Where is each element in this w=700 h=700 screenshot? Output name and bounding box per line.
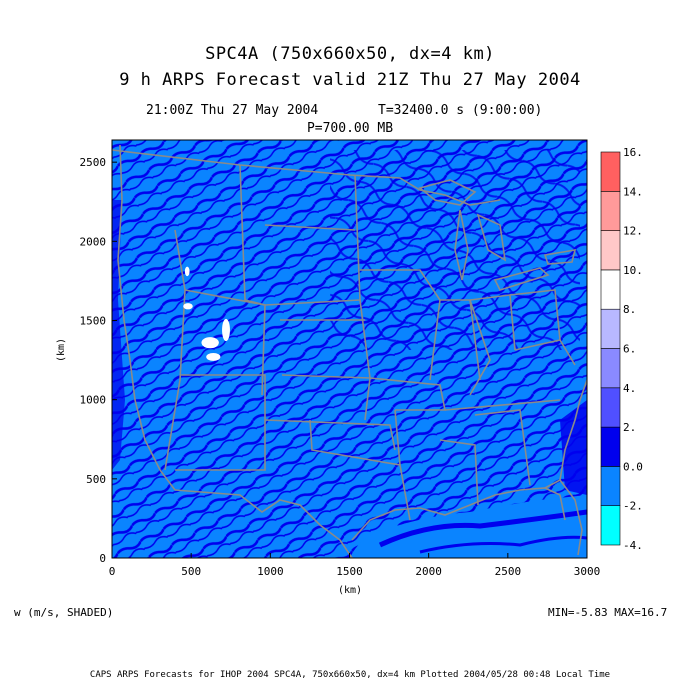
us-canada-border: [112, 149, 501, 206]
colorbar-tick-label: -2.: [623, 500, 643, 513]
pressure-level-label: P=700.00 MB: [306, 121, 394, 136]
map-field: [112, 140, 587, 558]
atlantic-region: [560, 400, 587, 495]
borders: [112, 144, 587, 558]
x-tick-label: 2000: [415, 565, 442, 578]
state-lines: [281, 374, 371, 379]
colorbar-tick-label: -4.: [623, 539, 643, 552]
state-lines: [164, 229, 186, 471]
lake-ontario: [543, 249, 577, 265]
colorbar-tick-label: 16.: [623, 146, 643, 159]
atlantic-coastline: [559, 379, 587, 481]
state-lines: [394, 409, 401, 466]
min-max-label: MIN=-5.83 MAX=16.7: [548, 606, 668, 619]
lake-erie: [493, 267, 550, 291]
x-tick-label: 0: [109, 565, 116, 578]
y-tick-label: 2000: [80, 235, 107, 248]
gulf-band: [419, 535, 587, 554]
plot-subtitle: 9 h ARPS Forecast valid 21Z Thu 27 May 2…: [119, 70, 581, 90]
x-axis: 0 500 1000 1500 2000 2500 3000: [109, 553, 601, 578]
colorbar-tick-label: 14.: [623, 185, 643, 198]
state-lines: [184, 289, 266, 306]
colorbar-tick-label: 4.: [623, 382, 636, 395]
state-lines: [264, 419, 396, 451]
colorbar-bin: [600, 348, 621, 389]
y-axis: 0 500 1000 1500 2000 2500: [80, 156, 117, 565]
colorbar-tick-label: 12.: [623, 225, 643, 238]
colorbar-bin: [600, 151, 621, 192]
lake-huron: [476, 213, 507, 262]
state-lines: [264, 299, 361, 306]
valid-time-label: 21:00Z Thu 27 May 2004: [146, 103, 319, 118]
lake-superior: [418, 179, 477, 206]
y-tick-label: 500: [86, 473, 106, 486]
y-tick-label: 1000: [80, 394, 107, 407]
plot-title: SPC4A (750x660x50, dx=4 km): [205, 44, 495, 64]
x-tick-label: 500: [181, 565, 201, 578]
time-step-label: T=32400.0 s (9:00:00): [378, 103, 543, 118]
state-lines: [360, 269, 441, 381]
us-mexico-border: [174, 489, 353, 558]
state-lines: [264, 224, 356, 231]
state-lines: [369, 377, 446, 411]
colorbar-tick-label: 10.: [623, 264, 643, 277]
updraft-area: [183, 303, 193, 310]
colorbar-bin: [600, 191, 621, 231]
colorbar: 16. 14. 12. 10. 8. 6. 4. 2. 0.0 -2. -4.: [600, 146, 643, 552]
x-tick-label: 2500: [495, 565, 522, 578]
state-lines: [474, 409, 531, 486]
colorbar-bin: [600, 269, 621, 310]
colorbar-bin: [600, 426, 621, 467]
state-lines: [175, 374, 266, 471]
y-tick-label: 0: [99, 552, 106, 565]
state-lines: [354, 174, 371, 421]
colorbar-tick-label: 0.0: [623, 460, 643, 473]
colorbar-tick-label: 8.: [623, 303, 636, 316]
colorbar-bin: [600, 230, 621, 271]
lake-michigan: [454, 209, 469, 281]
colorbar-tick-label: 6.: [623, 343, 636, 356]
updraft-area: [184, 266, 190, 277]
state-lines: [439, 439, 479, 506]
colorbar-bin: [600, 505, 621, 546]
updraft-area: [201, 337, 219, 349]
x-axis-label: (km): [338, 585, 362, 596]
footer-caption: CAPS ARPS Forecasts for IHOP 2004 SPC4A,…: [89, 670, 611, 680]
state-lines: [469, 299, 491, 396]
x-tick-label: 3000: [574, 565, 601, 578]
variable-label: w (m/s, SHADED): [14, 606, 114, 619]
colorbar-bin: [600, 308, 621, 349]
x-tick-label: 1000: [257, 565, 284, 578]
state-lines: [309, 419, 411, 521]
x-tick-label: 1500: [336, 565, 363, 578]
state-lines: [509, 289, 561, 341]
updraft-area: [206, 352, 221, 361]
colorbar-tick-label: 2.: [623, 421, 636, 434]
colorbar-bin: [600, 387, 621, 428]
updraft-area: [222, 318, 230, 342]
y-axis-label: (km): [56, 338, 67, 362]
y-tick-label: 1500: [80, 315, 107, 328]
west-coastline: [117, 144, 176, 491]
colorbar-bin: [600, 466, 621, 506]
florida-coastline: [544, 478, 583, 556]
gulf-coastline: [351, 487, 566, 541]
state-lines: [444, 399, 561, 411]
gulf-band: [378, 509, 587, 548]
y-tick-label: 2500: [80, 156, 107, 169]
pacific-region: [112, 200, 125, 470]
strong-updraft-areas: [183, 266, 230, 361]
